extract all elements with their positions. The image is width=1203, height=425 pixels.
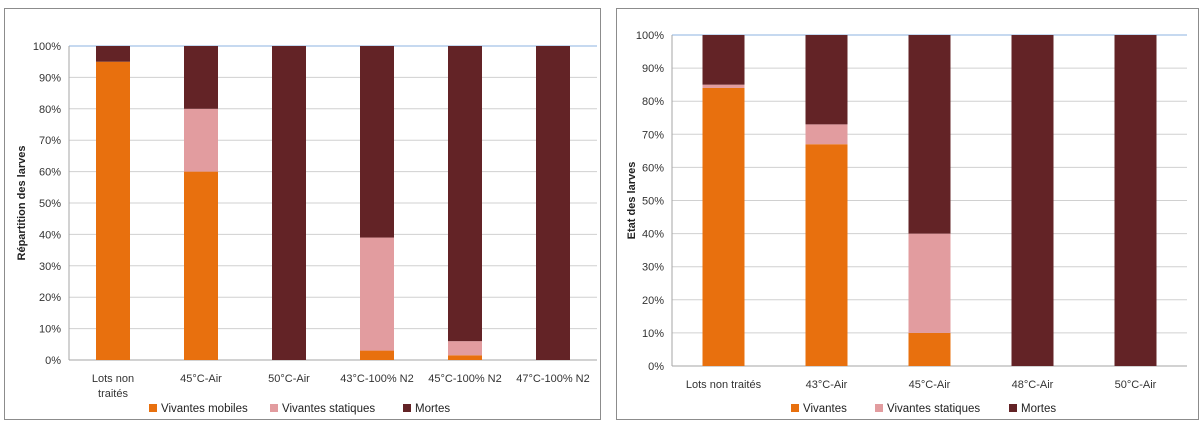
chart-right-panel: 0% 10% 20% 30% 40% 50% 60% 70% 80% 90% 100% Etat de…	[616, 8, 1199, 420]
right-chart-bar-43-c-air-vivantes	[805, 144, 848, 366]
left-chart-legend-label-mortes: Mortes	[415, 403, 450, 415]
right-chart-y-tick-label: 0%	[648, 361, 664, 373]
right-chart-x-tick-label: 48°C-Air	[1012, 379, 1054, 391]
left-chart-y-tick-label: 100%	[33, 41, 61, 53]
left-chart-y-tick-label: 70%	[39, 135, 61, 147]
right-chart-bar-43-c-air-mortes	[805, 35, 848, 125]
left-chart-legend-swatch-vivantes-statiques	[270, 404, 278, 412]
left-chart-x-tick-label: 43°C-100% N2	[340, 373, 414, 385]
left-chart-x-tick-label: 45°C-Air	[180, 373, 222, 385]
right-chart-bar-45-c-air-vivantes	[908, 332, 951, 366]
left-chart-y-tick-label: 40%	[39, 229, 61, 241]
left-chart-x-tick-label: 50°C-Air	[268, 373, 310, 385]
right-chart-y-tick-label: 60%	[642, 162, 664, 174]
right-chart-bar-43-c-air-vivantes-statiques	[805, 124, 848, 145]
left-chart-y-tick-label: 30%	[39, 261, 61, 273]
right-chart-y-tick-label: 30%	[642, 262, 664, 274]
right-chart-x-tick-label: 50°C-Air	[1115, 379, 1157, 391]
right-chart-bar-45-c-air-vivantes-statiques	[908, 233, 951, 333]
chart-left-panel: 0% 10% 20% 30% 40% 50% 60% 70% 80% 90% 100% Réparti…	[4, 8, 601, 420]
right-chart-legend-label-vivantes: Vivantes	[803, 403, 847, 415]
left-chart-y-axis-title: Répartition des larves	[16, 146, 28, 261]
left-chart-bar-45-c-air-mortes	[184, 46, 218, 109]
left-chart-y-tick-label: 50%	[39, 198, 61, 210]
right-chart-x-tick-label: 43°C-Air	[806, 379, 848, 391]
right-chart-legend-label-mortes: Mortes	[1021, 403, 1056, 415]
right-chart-y-tick-label: 20%	[642, 295, 664, 307]
right-chart-x-tick-label: 45°C-Air	[909, 379, 951, 391]
chart-right: 0% 10% 20% 30% 40% 50% 60% 70% 80% 90% 100% Etat de…	[626, 30, 1187, 415]
left-chart-y-tick-label: 90%	[39, 72, 61, 84]
left-chart-legend-label-vivantes-statiques: Vivantes statiques	[282, 403, 375, 415]
right-chart-bar-lots-non-traites-vivantes	[702, 87, 745, 367]
right-chart-y-axis-title: Etat des larves	[626, 162, 638, 240]
left-chart-y-tick-label: 20%	[39, 292, 61, 304]
left-chart-bar-45-c-100-n2-vivantes-statiques	[448, 341, 482, 356]
right-chart-bar-lots-non-traites-mortes	[702, 35, 745, 85]
left-chart-bar-lots-non-traites-vivantes-mobiles	[96, 61, 130, 360]
right-chart-legend-label-vivantes-statiques: Vivantes statiques	[887, 403, 980, 415]
left-chart-y-tick-label: 80%	[39, 104, 61, 116]
left-chart-y-tick-label: 60%	[39, 167, 61, 179]
left-chart-bar-50-c-air-mortes	[272, 46, 306, 360]
left-chart-bar-45-c-100-n2-vivantes-mobiles	[448, 355, 482, 360]
right-chart-bar-48-c-air-mortes	[1011, 35, 1054, 366]
chart-left: 0% 10% 20% 30% 40% 50% 60% 70% 80% 90% 100% Réparti…	[16, 41, 597, 415]
right-chart-bar-50-c-air-mortes	[1114, 35, 1157, 366]
left-chart-x-tick-label: 47°C-100% N2	[516, 373, 590, 385]
right-chart-legend-swatch-vivantes-statiques	[875, 404, 883, 412]
left-chart-y-tick-label: 10%	[39, 324, 61, 336]
left-chart-bar-47-c-100-n2-mortes	[536, 46, 570, 360]
left-chart-bar-45-c-air-vivantes-mobiles	[184, 171, 218, 360]
right-chart-y-tick-label: 80%	[642, 96, 664, 108]
right-chart-legend-swatch-vivantes	[791, 404, 799, 412]
left-chart-bar-43-c-100-n2-vivantes-statiques	[360, 237, 394, 351]
right-chart-legend-swatch-mortes	[1009, 404, 1017, 412]
right-chart-bar-lots-non-traites-vivantes-statiques	[702, 84, 745, 88]
left-chart-legend-label-vivantes-mobiles: Vivantes mobiles	[161, 403, 248, 415]
right-chart-x-tick-label: Lots non traités	[686, 379, 762, 391]
right-chart-y-tick-label: 10%	[642, 328, 664, 340]
left-chart-bar-43-c-100-n2-mortes	[360, 46, 394, 238]
right-chart-y-tick-label: 50%	[642, 196, 664, 208]
right-chart-y-tick-label: 90%	[642, 63, 664, 75]
right-chart-y-tick-label: 40%	[642, 229, 664, 241]
right-chart-bar-45-c-air-mortes	[908, 35, 951, 234]
left-chart-bar-45-c-air-vivantes-statiques	[184, 108, 218, 172]
left-chart-bar-45-c-100-n2-mortes	[448, 46, 482, 342]
left-chart-bar-lots-non-traites-mortes	[96, 46, 130, 62]
right-chart-y-tick-label: 70%	[642, 129, 664, 141]
left-chart-bar-43-c-100-n2-vivantes-mobiles	[360, 350, 394, 360]
left-chart-y-tick-label: 0%	[45, 355, 61, 367]
left-chart-legend-swatch-vivantes-mobiles	[149, 404, 157, 412]
left-chart-x-tick-label: Lots non traités	[92, 373, 134, 400]
left-chart-x-tick-label: 45°C-100% N2	[428, 373, 502, 385]
left-chart-legend-swatch-mortes	[403, 404, 411, 412]
right-chart-y-tick-label: 100%	[636, 30, 664, 42]
